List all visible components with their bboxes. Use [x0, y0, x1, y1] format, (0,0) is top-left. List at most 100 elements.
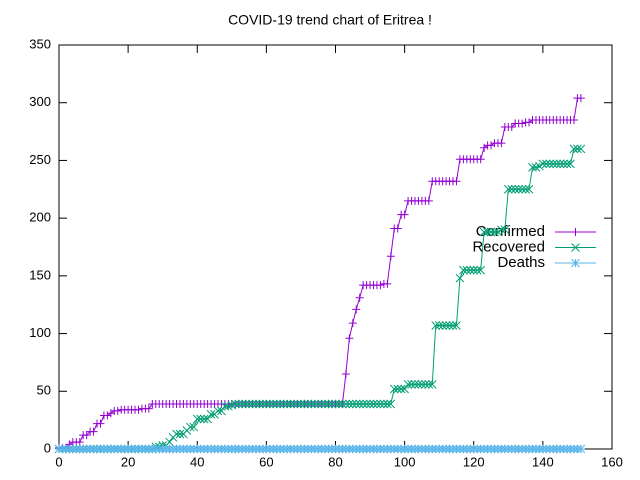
y-tick-label: 0 [44, 440, 51, 455]
point [248, 399, 257, 409]
point [293, 399, 302, 409]
point [369, 399, 378, 409]
point [255, 399, 264, 409]
point [89, 427, 98, 436]
point [279, 399, 289, 409]
point [396, 384, 406, 394]
point [268, 399, 278, 409]
point [490, 227, 499, 237]
point [224, 401, 233, 411]
point [355, 293, 364, 302]
point [518, 119, 527, 128]
point [424, 196, 433, 205]
point [113, 406, 122, 415]
point [452, 321, 461, 330]
point [434, 321, 444, 330]
point [507, 184, 517, 194]
point [365, 399, 375, 409]
point [562, 159, 572, 169]
point [289, 399, 299, 409]
point [192, 414, 202, 424]
point [528, 163, 537, 172]
point [531, 163, 541, 172]
point [538, 159, 548, 169]
point [217, 406, 226, 416]
point [472, 265, 482, 275]
point [358, 399, 368, 409]
point [421, 380, 430, 389]
point [552, 159, 562, 169]
legend-marker [571, 258, 580, 268]
point [344, 399, 354, 409]
point [431, 321, 441, 330]
point [386, 399, 396, 409]
legend-label: Deaths [497, 254, 545, 271]
point [393, 384, 403, 394]
point [165, 437, 174, 447]
point [241, 399, 250, 409]
point [455, 273, 465, 283]
point [548, 159, 558, 169]
point [334, 399, 344, 409]
point [310, 399, 320, 409]
point [300, 399, 309, 409]
point [203, 414, 212, 424]
point [251, 399, 261, 409]
series-line [59, 97, 581, 449]
point [510, 184, 520, 194]
y-tick-label: 200 [29, 210, 51, 225]
y-tick-label: 350 [29, 36, 51, 51]
point [331, 399, 340, 409]
point [282, 399, 292, 409]
point [286, 399, 295, 409]
point [441, 321, 451, 330]
point [206, 410, 216, 419]
point [351, 399, 361, 409]
point [569, 144, 579, 154]
point [348, 399, 358, 409]
point [372, 399, 382, 409]
point [313, 399, 323, 409]
point [324, 399, 333, 409]
point [497, 139, 506, 148]
point [424, 380, 434, 389]
point [199, 414, 209, 424]
legend-marker [571, 228, 580, 236]
x-tick-label: 0 [55, 454, 62, 469]
point [376, 399, 385, 409]
point [262, 399, 271, 409]
point [189, 422, 199, 432]
legend-label: Recovered [472, 238, 545, 255]
point [427, 380, 437, 389]
point [327, 399, 337, 409]
point [227, 400, 237, 410]
x-tick-label: 140 [532, 454, 554, 469]
legend-label: Confirmed [476, 223, 545, 240]
point [82, 431, 91, 440]
x-tick-label: 160 [601, 454, 623, 469]
x-tick-label: 20 [121, 454, 135, 469]
point [220, 401, 230, 411]
point [479, 227, 489, 237]
point [576, 444, 586, 454]
point [517, 184, 527, 194]
point [362, 399, 371, 409]
point [469, 265, 479, 275]
point [559, 159, 568, 169]
y-tick-label: 100 [29, 325, 51, 340]
point [230, 399, 240, 409]
x-tick-label: 80 [328, 454, 342, 469]
point [521, 184, 530, 194]
point [400, 210, 409, 219]
point [407, 380, 416, 389]
point [566, 159, 575, 169]
point [144, 404, 153, 413]
point [576, 144, 586, 154]
point [348, 319, 357, 328]
point [465, 265, 475, 275]
point [234, 399, 244, 409]
point [476, 265, 486, 275]
point [317, 399, 327, 409]
